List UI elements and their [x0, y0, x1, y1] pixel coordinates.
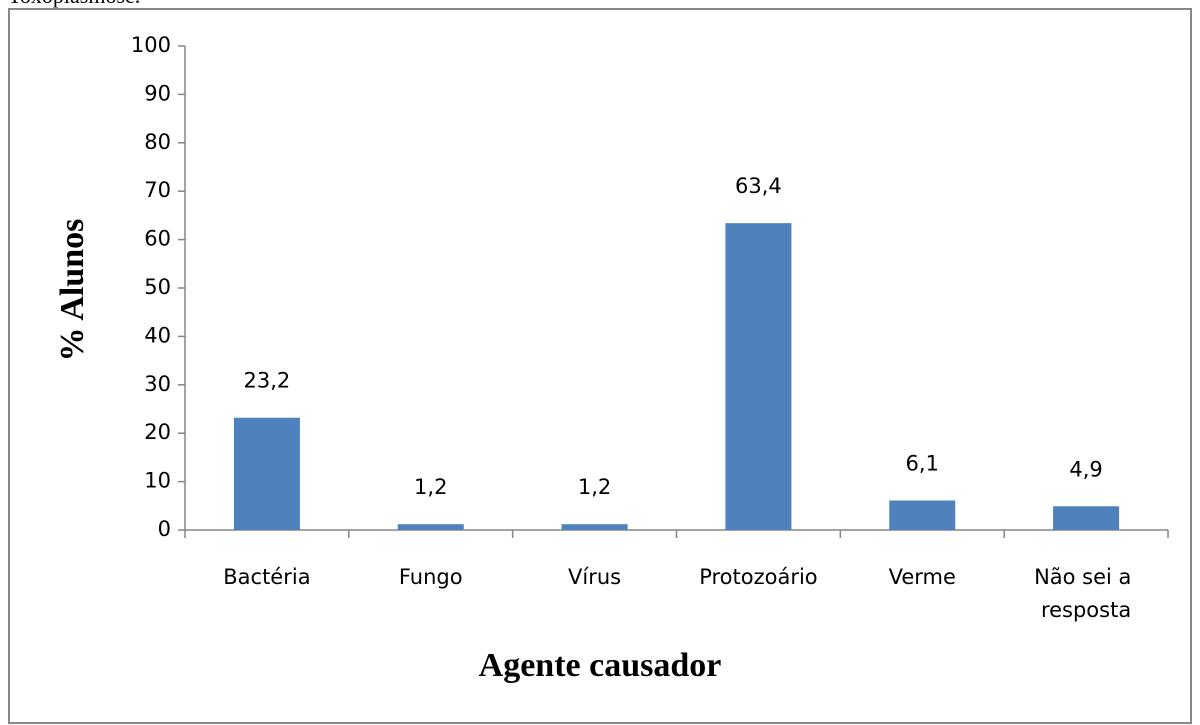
bar [725, 223, 792, 531]
y-tick-label: 50 [144, 275, 171, 299]
y-tick-label: 100 [131, 33, 171, 57]
y-tick-label: 30 [144, 372, 171, 396]
y-tick-label: 60 [144, 227, 171, 251]
data-label: 4,9 [1069, 457, 1102, 481]
bar [233, 417, 300, 530]
x-tick-label: Não sei a resposta [1034, 565, 1138, 622]
y-tick-label: 20 [144, 420, 171, 444]
bar [561, 524, 628, 530]
x-tick-label: Fungo [399, 565, 463, 589]
data-label: 1,2 [414, 475, 447, 499]
y-tick-label: 90 [144, 81, 171, 105]
chart-frame [8, 8, 1192, 724]
data-label: 6,1 [906, 451, 939, 475]
y-tick-label: 10 [144, 469, 171, 493]
bar [1053, 506, 1120, 530]
x-tick-label: Bactéria [223, 565, 310, 589]
bar [889, 500, 956, 530]
data-label: 23,2 [244, 369, 291, 393]
bar [397, 524, 464, 530]
x-tick-label: Verme [889, 565, 956, 589]
caption: Toxoplasmose. [8, 0, 140, 8]
x-tick-label: Vírus [568, 565, 621, 589]
data-label: 63,4 [735, 174, 782, 198]
y-tick-label: 70 [144, 178, 171, 202]
y-axis-title: % Alunos [54, 219, 91, 362]
x-tick-label: Protozoário [699, 565, 817, 589]
y-tick-label: 80 [144, 130, 171, 154]
y-tick-label: 0 [158, 517, 171, 541]
x-axis-title: Agente causador [479, 647, 722, 684]
y-tick-label: 40 [144, 323, 171, 347]
data-label: 1,2 [578, 475, 611, 499]
